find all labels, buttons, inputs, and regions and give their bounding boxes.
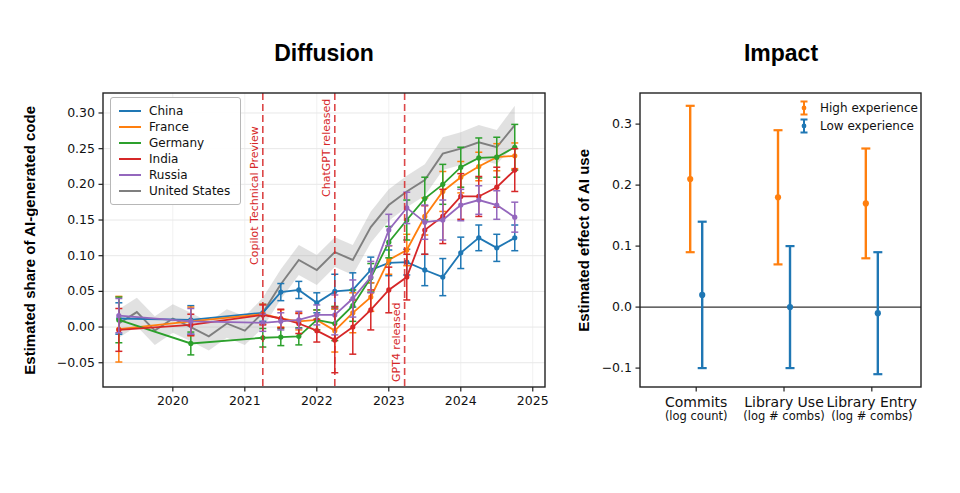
data-point-marker <box>314 328 319 333</box>
x-tick-label: 2020 <box>157 393 189 408</box>
legend-item-low-experience: Low experience <box>797 117 918 135</box>
y-tick-label: 0.2 <box>612 177 632 192</box>
y-tick-label: 0.30 <box>67 105 95 120</box>
y-tick-label: 0.05 <box>67 283 95 298</box>
x-tick-label: 2025 <box>517 393 549 408</box>
legend-line-swatch <box>119 190 141 192</box>
category-sub-label: (log # combs) <box>802 410 942 423</box>
estimate-marker <box>775 194 781 200</box>
y-tick-label: 0.10 <box>67 248 95 263</box>
data-point-marker <box>314 312 319 317</box>
figure-canvas: Diffusion Impact Estimated share of AI-g… <box>0 0 960 493</box>
legend-item-china: China <box>119 103 230 119</box>
data-point-marker <box>350 296 355 301</box>
x-tick-label: 2022 <box>301 393 333 408</box>
right-chart-legend: High experience Low experience <box>797 99 918 135</box>
data-point-marker <box>116 313 121 318</box>
category-main-label: Library Entry <box>802 394 942 410</box>
data-point-marker <box>422 196 427 201</box>
data-point-marker <box>296 287 301 292</box>
legend-label: United States <box>149 183 230 199</box>
y-tick-label: 0.3 <box>612 116 632 131</box>
data-point-marker <box>350 324 355 329</box>
legend-item-russia: Russia <box>119 167 230 183</box>
y-tick-label: 0.25 <box>67 141 95 156</box>
data-point-marker <box>278 319 283 324</box>
data-point-marker <box>494 245 499 250</box>
legend-line-swatch <box>119 158 141 160</box>
legend-item-india: India <box>119 151 230 167</box>
annotation-label: Copilot Technical Preview <box>248 126 261 265</box>
annotation-label: GPT4 released <box>390 303 403 382</box>
data-point-marker <box>368 307 373 312</box>
legend-item-france: France <box>119 119 230 135</box>
annotation-label: ChatGPT released <box>320 99 333 197</box>
legend-label: High experience <box>820 101 918 115</box>
x-tick-label: 2023 <box>373 393 405 408</box>
errorbar-glyph-icon <box>797 99 811 117</box>
x-category-label-library-entry: Library Entry(log # combs) <box>802 394 942 423</box>
legend-item-united-states: United States <box>119 183 230 199</box>
data-point-marker <box>494 155 499 160</box>
legend-line-swatch <box>119 174 141 176</box>
data-point-marker <box>440 275 445 280</box>
x-tick-label: 2021 <box>229 393 261 408</box>
data-point-marker <box>440 182 445 187</box>
estimate-marker <box>787 304 793 310</box>
y-tick-label: −0.1 <box>602 360 632 375</box>
y-tick-label: 0.1 <box>612 238 632 253</box>
data-point-marker <box>476 197 481 202</box>
data-point-marker <box>386 227 391 232</box>
y-tick-label: 0.00 <box>67 319 95 334</box>
data-point-marker <box>494 185 499 190</box>
legend-label: India <box>149 151 178 167</box>
data-point-marker <box>476 155 481 160</box>
data-point-marker <box>494 202 499 207</box>
data-point-marker <box>296 334 301 339</box>
left-chart-legend: ChinaFranceGermanyIndiaRussiaUnited Stat… <box>110 97 241 205</box>
legend-item-high-experience: High experience <box>797 99 918 117</box>
legend-item-germany: Germany <box>119 135 230 151</box>
data-point-marker <box>476 235 481 240</box>
legend-label: China <box>149 103 183 119</box>
legend-label: Low experience <box>820 119 914 133</box>
data-point-marker <box>422 267 427 272</box>
data-point-marker <box>422 220 427 225</box>
legend-label: Russia <box>149 167 188 183</box>
data-point-marker <box>278 289 283 294</box>
estimate-marker <box>875 310 881 316</box>
x-tick-label: 2024 <box>445 393 477 408</box>
data-point-marker <box>458 250 463 255</box>
errorbar-glyph-icon <box>797 117 811 135</box>
data-point-marker <box>296 317 301 322</box>
data-point-marker <box>458 202 463 207</box>
estimate-marker <box>863 200 869 206</box>
estimate-marker <box>699 292 705 298</box>
data-point-marker <box>458 165 463 170</box>
legend-line-swatch <box>119 110 141 112</box>
legend-line-swatch <box>119 142 141 144</box>
y-tick-label: 0.15 <box>67 212 95 227</box>
data-point-marker <box>188 319 193 324</box>
impact-series-low-experience <box>698 222 883 374</box>
estimate-marker <box>687 176 693 182</box>
data-point-marker <box>188 341 193 346</box>
legend-label: France <box>149 119 189 135</box>
glyph-dot <box>802 106 807 111</box>
y-tick-label: 0.0 <box>612 299 632 314</box>
data-point-marker <box>368 275 373 280</box>
data-point-marker <box>278 334 283 339</box>
data-point-marker <box>440 217 445 222</box>
data-point-marker <box>512 235 517 240</box>
legend-label: Germany <box>149 135 204 151</box>
y-tick-label: −0.05 <box>57 355 95 370</box>
data-point-marker <box>512 167 517 172</box>
data-point-marker <box>512 215 517 220</box>
y-tick-label: 0.20 <box>67 176 95 191</box>
data-point-marker <box>386 287 391 292</box>
glyph-dot <box>802 124 807 129</box>
legend-line-swatch <box>119 126 141 128</box>
